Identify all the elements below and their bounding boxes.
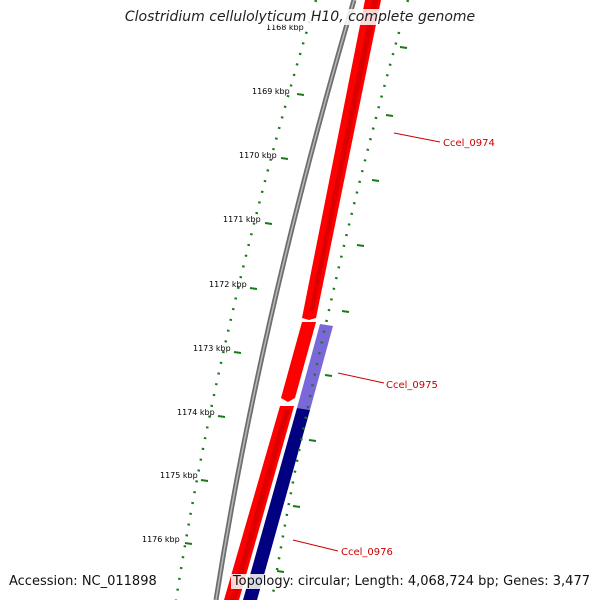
tick-labels: 1168 kbp 1169 kbp 1170 kbp 1171 kbp 1172…: [142, 23, 304, 544]
gene-leaders: [292, 132, 441, 552]
tick-label-1174: 1174 kbp: [177, 408, 215, 417]
tick-label-1170: 1170 kbp: [239, 151, 277, 160]
gene-forward-segment-3-shade: [230, 410, 290, 600]
gene-ccel-0974-shade: [309, 0, 378, 312]
tick-label-1171: 1171 kbp: [223, 215, 261, 224]
gene-label-ccel-0976[interactable]: Ccel_0976: [341, 547, 393, 558]
tick-label-1175: 1175 kbp: [160, 471, 198, 480]
gene-label-ccel-0975[interactable]: Ccel_0975: [386, 380, 438, 391]
genome-title: Clostridium cellulolyticum H10, complete…: [0, 9, 600, 25]
tick-label-1168: 1168 kbp: [266, 23, 304, 32]
gene-label-ccel-0974[interactable]: Ccel_0974: [443, 138, 495, 149]
gene-ccel-0975[interactable]: [297, 324, 333, 410]
inner-tick-ring: [174, 0, 318, 600]
outer-major-ticks: [276, 46, 408, 573]
outer-tick-ring: [270, 0, 410, 600]
gene-ccel-0976[interactable]: [243, 408, 310, 600]
topology-summary: Topology: circular; Length: 4,068,724 bp…: [230, 574, 590, 589]
inner-major-ticks: [184, 93, 305, 545]
tick-label-1176: 1176 kbp: [142, 535, 180, 544]
gene-labels: Ccel_0974 Ccel_0975 Ccel_0976: [341, 138, 495, 558]
accession-label: Accession: NC_011898: [9, 574, 157, 589]
gene-forward-segment-2[interactable]: [281, 322, 316, 402]
tick-label-1169: 1169 kbp: [252, 87, 290, 96]
genome-backbone-highlight: [215, 0, 355, 600]
tick-label-1172: 1172 kbp: [209, 280, 247, 289]
tick-label-1173: 1173 kbp: [193, 344, 231, 353]
